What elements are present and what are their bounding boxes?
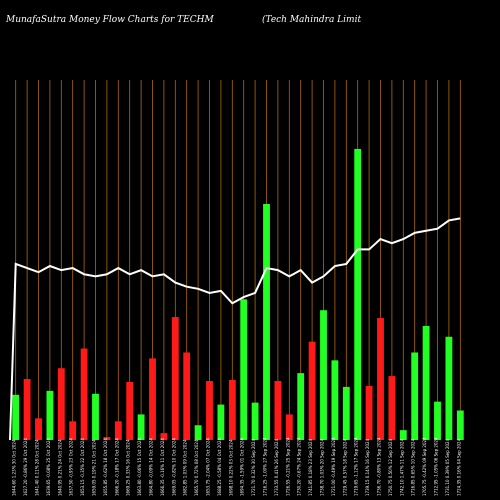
chart-title: MunafaSutra Money Flow Charts for TECHM — [5, 15, 214, 25]
money-flow-bar — [285, 414, 293, 440]
x-axis-tick-labels: 1644.60 1.23% 30 Oct 2024 1627.20 -0.86% … — [12, 437, 462, 496]
money-flow-bar — [331, 360, 339, 440]
x-tick-label: 1698.10 0.22% 03 Oct 2024 — [228, 439, 233, 496]
money-flow-bars — [12, 148, 464, 440]
money-flow-bar — [217, 404, 225, 440]
money-flow-bar — [377, 318, 384, 440]
money-flow-bar — [35, 418, 42, 440]
x-tick-label: 1639.65 -0.08% 25 Oct 2024 — [46, 438, 51, 496]
money-flow-bar — [23, 379, 31, 440]
x-tick-label: 1663.80 -0.06% 15 Oct 2024 — [137, 438, 142, 496]
x-tick-label: 1644.60 1.23% 30 Oct 2024 — [12, 439, 17, 496]
money-flow-bar — [274, 381, 282, 440]
x-tick-label: 1738.70 1.03% 20 Sep 2024 — [320, 438, 325, 496]
money-flow-bar — [456, 410, 464, 440]
x-tick-label: 1742.10 1.47% 11 Sep 2024 — [399, 438, 404, 496]
x-tick-label: 1694.35 -1.59% 01 Oct 2024 — [240, 438, 245, 496]
money-flow-bar — [308, 341, 316, 440]
money-flow-bar — [69, 421, 77, 440]
x-tick-label: 1666.20 -0.18% 17 Oct 2024 — [114, 438, 119, 496]
x-tick-label: 1724.35 0.16% 04 Sep 2024 — [456, 438, 461, 496]
x-tick-label: 1641.40 0.11% 28 Oct 2024 — [35, 439, 40, 496]
money-flow-bar — [114, 421, 122, 440]
money-flow-bar — [240, 299, 248, 440]
money-flow-bar — [80, 348, 88, 440]
money-flow-bar — [206, 381, 213, 440]
money-flow-bar — [354, 148, 362, 440]
money-flow-bar — [57, 368, 65, 440]
x-tick-label: 1716.85 0.65% 10 Sep 2024 — [411, 438, 416, 496]
x-tick-label: 1688.25 -0.58% 04 Oct 2024 — [217, 438, 222, 496]
x-tick-label: 1653.75 -2.04% 07 Oct 2024 — [206, 438, 211, 496]
x-tick-label: 1666.35 -0.16% 11 Oct 2024 — [160, 438, 165, 496]
x-tick-label: 1627.20 -0.86% 29 Oct 2024 — [23, 438, 28, 496]
x-tick-label: 1721.00 -0.49% 19 Sep 2024 — [331, 437, 336, 496]
money-flow-bar — [137, 414, 145, 440]
x-tick-label: 1705.75 -0.42% 09 Sep 2024 — [422, 437, 427, 496]
x-tick-label: 1721.70 0.32% 30 Sep 2024 — [251, 438, 256, 496]
x-tick-label: 1726.55 -0.21% 25 Sep 2024 — [285, 437, 290, 496]
money-flow-bar — [103, 437, 111, 440]
x-tick-label: 1750.75 0.50% 12 Sep 2024 — [388, 438, 393, 496]
x-tick-label: 1712.95 -1.05% 06 Sep 2024 — [434, 437, 439, 496]
money-flow-bar — [194, 425, 202, 440]
x-tick-label: 1731.10 0.39% 05 Sep 2024 — [445, 438, 450, 496]
x-tick-label: 1653.15 -0.35% 22 Oct 2024 — [80, 438, 85, 496]
x-tick-label: 1665.70 0.72% 08 Oct 2024 — [194, 439, 199, 496]
money-flow-bar — [12, 394, 20, 440]
x-tick-label: 1682.85 1.03% 09 Oct 2024 — [183, 439, 188, 496]
x-tick-label: 1741.85 0.18% 23 Sep 2024 — [308, 438, 313, 496]
x-tick-label: 1669.05 -0.82% 10 Oct 2024 — [171, 438, 176, 496]
money-flow-bar — [228, 380, 236, 440]
x-tick-label: 1655.85 -0.62% 18 Oct 2024 — [103, 438, 108, 496]
money-flow-bar — [434, 401, 441, 440]
money-flow-bar — [92, 393, 99, 440]
x-tick-label: 1637.50 -0.95% 23 Oct 2024 — [69, 438, 74, 496]
money-flow-bar — [149, 358, 156, 440]
money-flow-bar — [263, 204, 270, 440]
money-flow-bar — [411, 352, 419, 440]
chart-title-company: (Tech Mahindra Limit — [262, 14, 361, 25]
x-tick-label: 1729.45 0.57% 18 Sep 2024 — [342, 438, 347, 496]
money-flow-bar — [320, 310, 327, 440]
money-flow-bar — [251, 402, 259, 440]
money-flow-bar — [342, 386, 350, 440]
x-tick-label: 1659.05 0.19% 21 Oct 2024 — [92, 439, 97, 496]
x-tick-label: 1736.70 -0.80% 13 Sep 2024 — [377, 437, 382, 496]
money-flow-bar — [445, 336, 453, 440]
x-tick-label: 1716.25 -1.00% 27 Sep 2024 — [263, 437, 268, 496]
x-tick-label: 1730.20 -0.67% 24 Sep 2024 — [297, 437, 302, 496]
x-tick-label: 1739.15 0.14% 16 Sep 2024 — [365, 438, 370, 496]
money-flow-bar — [297, 373, 305, 440]
x-tick-label: 1669.25 0.33% 16 Oct 2024 — [126, 439, 131, 496]
x-tick-label: 1640.95 0.21% 24 Oct 2024 — [57, 439, 62, 496]
money-flow-bar — [365, 385, 373, 440]
money-flow-bar — [160, 433, 168, 440]
money-flow-bar — [126, 381, 134, 440]
money-flow-bar — [388, 376, 396, 440]
money-flow-bar — [183, 352, 191, 440]
money-flow-bar — [422, 325, 430, 440]
x-tick-label: 1664.80 -0.09% 14 Oct 2024 — [149, 438, 154, 496]
money-flow-bar — [399, 430, 407, 440]
x-tick-label: 1733.55 0.41% 26 Sep 2024 — [274, 438, 279, 496]
money-flow-bar — [171, 317, 179, 440]
x-tick-label: 1719.65 -1.12% 17 Sep 2024 — [354, 437, 359, 496]
money-flow-bar — [46, 390, 54, 440]
price-line — [9, 217, 461, 441]
